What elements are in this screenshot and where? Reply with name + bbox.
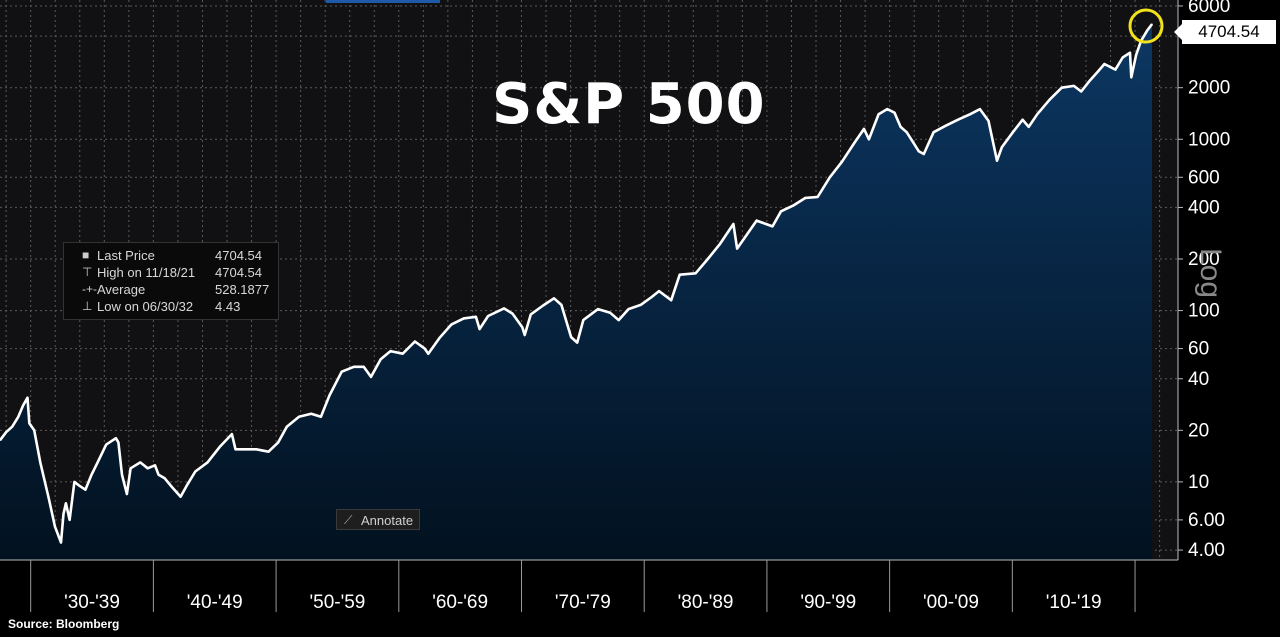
high-marker-icon: ⊤ xyxy=(82,265,93,279)
x-category-label: '60-'69 xyxy=(432,592,488,613)
y-tick-label: 60 xyxy=(1188,339,1209,360)
x-category-label: '80-'89 xyxy=(678,592,734,613)
legend-row-last-price: ■ Last Price 4704.54 xyxy=(64,248,278,265)
legend-square-icon: ■ xyxy=(82,248,90,262)
legend-value: 4704.54 xyxy=(215,248,262,263)
legend-value: 4704.54 xyxy=(215,265,262,280)
top-accent-bar xyxy=(326,0,440,3)
y-tick-label: 400 xyxy=(1188,197,1220,218)
x-category-label: '50-'59 xyxy=(310,592,366,613)
legend-row-low: ⊥ Low on 06/30/32 4.43 xyxy=(64,299,278,316)
legend-value: 4.43 xyxy=(215,299,241,314)
y-tick-label: 1000 xyxy=(1188,129,1230,150)
legend-row-average: -+- Average 528.1877 xyxy=(64,282,278,299)
y-tick-label: 20 xyxy=(1188,420,1209,441)
x-axis-ticks: '30-'39 '40-'49 '50-'59 '60-'69 '70-'79 '80-'… xyxy=(30,560,1136,613)
chart-title: S&P 500 xyxy=(492,72,766,137)
legend-label: Average xyxy=(97,282,146,297)
x-category-label: '30-'39 xyxy=(64,592,120,613)
legend-panel: ■ Last Price 4704.54 ⊤ High on 11/18/21 … xyxy=(63,242,279,320)
low-marker-icon: ⊥ xyxy=(82,299,93,313)
y-axis-ticks: 4.006.0010204060100200400600100020004000… xyxy=(1178,0,1230,561)
y-tick-label: 40 xyxy=(1188,369,1209,390)
legend-value: 528.1877 xyxy=(215,282,270,297)
last-price-highlight-circle xyxy=(1128,8,1164,44)
y-tick-label: 6.00 xyxy=(1188,510,1225,531)
legend-label: Last Price xyxy=(97,248,155,263)
x-category-label: '00-'09 xyxy=(923,592,979,613)
average-marker-icon: -+- xyxy=(82,282,97,296)
legend-row-high: ⊤ High on 11/18/21 4704.54 xyxy=(64,265,278,282)
pencil-icon: ⟋ xyxy=(344,513,353,527)
series-line-last-price xyxy=(0,23,1154,544)
annotate-label: Annotate xyxy=(361,513,414,528)
x-category-label: '10-'19 xyxy=(1046,592,1102,613)
legend-label: Low on 06/30/32 xyxy=(97,299,194,314)
x-category-label: '70-'79 xyxy=(555,592,611,613)
y-tick-label: 10 xyxy=(1188,472,1209,493)
last-price-tag: 4704.54 xyxy=(1174,20,1276,44)
y-tick-label: 4.00 xyxy=(1188,540,1225,561)
legend-label: High on 11/18/21 xyxy=(97,265,196,280)
annotate-button[interactable]: ⟋ Annotate xyxy=(336,509,420,530)
x-category-label: '40-'49 xyxy=(187,592,243,613)
y-tick-label: 100 xyxy=(1188,301,1220,322)
y-tick-label: 600 xyxy=(1188,167,1220,188)
y-tick-label: 2000 xyxy=(1188,78,1230,99)
x-category-label: '90-'99 xyxy=(800,592,856,613)
y-tick-label: 200 xyxy=(1188,249,1220,270)
source-note: Source: Bloomberg xyxy=(8,617,120,631)
y-tick-label: 6000 xyxy=(1188,0,1230,17)
log-scale-label: Log xyxy=(1194,248,1227,299)
